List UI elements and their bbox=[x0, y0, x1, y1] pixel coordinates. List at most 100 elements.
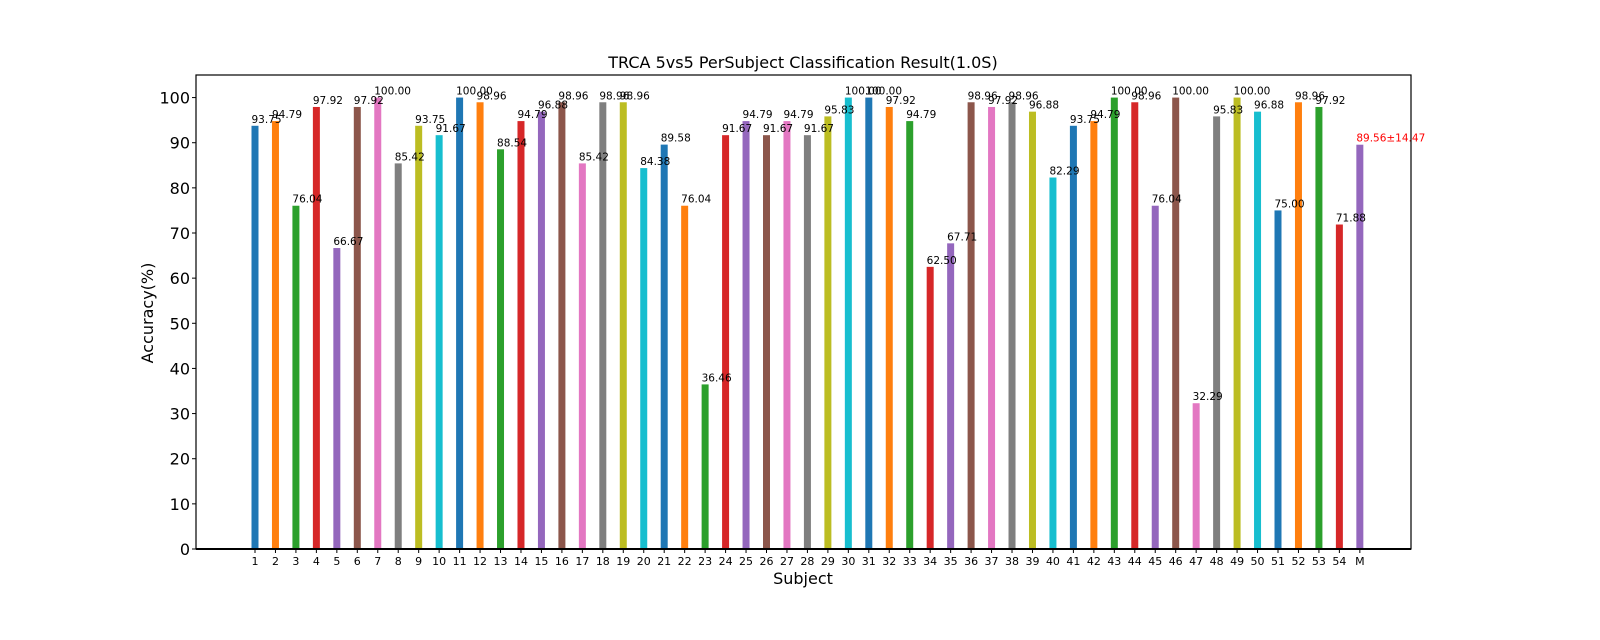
data-label-35: 67.71 bbox=[947, 231, 977, 243]
x-tick-label: 48 bbox=[1210, 555, 1224, 568]
bar-32 bbox=[885, 106, 893, 549]
bar-20 bbox=[640, 168, 648, 549]
x-tick-label: 33 bbox=[903, 555, 917, 568]
bar-47 bbox=[1192, 403, 1200, 549]
bar-7 bbox=[374, 97, 382, 550]
bar-11 bbox=[456, 97, 464, 550]
y-tick-label: 100 bbox=[159, 89, 190, 108]
bar-29 bbox=[824, 116, 832, 550]
plot-frame bbox=[195, 74, 1412, 550]
x-tick-label: 24 bbox=[719, 555, 733, 568]
data-label-5: 66.67 bbox=[333, 236, 363, 248]
bar-1 bbox=[251, 125, 259, 550]
bar-15 bbox=[537, 111, 545, 549]
bar-34 bbox=[926, 266, 934, 549]
x-tick-label: 4 bbox=[313, 555, 320, 568]
data-label-37: 97.92 bbox=[988, 95, 1018, 107]
bar-16 bbox=[558, 102, 566, 549]
x-axis-label: Subject bbox=[773, 569, 833, 588]
data-label-4: 97.92 bbox=[313, 95, 343, 107]
x-tick-label: 43 bbox=[1107, 555, 1121, 568]
bar-49 bbox=[1233, 97, 1241, 550]
data-label-7: 100.00 bbox=[374, 86, 411, 98]
bar-54 bbox=[1335, 224, 1343, 550]
data-label-52: 98.96 bbox=[1295, 90, 1325, 102]
data-label-43: 100.00 bbox=[1111, 86, 1148, 98]
data-label-49: 100.00 bbox=[1234, 86, 1271, 98]
data-label-24: 91.67 bbox=[722, 123, 752, 135]
data-label-53: 97.92 bbox=[1315, 95, 1345, 107]
bar-26 bbox=[763, 135, 770, 550]
x-tick-label: 14 bbox=[514, 555, 528, 568]
bar-9 bbox=[415, 125, 423, 550]
x-tick-label: 21 bbox=[657, 555, 671, 568]
data-label-41: 93.75 bbox=[1070, 114, 1100, 126]
x-tick-label: 6 bbox=[354, 555, 361, 568]
bar-53 bbox=[1315, 106, 1323, 549]
data-label-8: 85.42 bbox=[395, 151, 425, 163]
bar-42 bbox=[1090, 121, 1098, 550]
x-tick-label: 9 bbox=[415, 555, 422, 568]
x-tick-label: 19 bbox=[616, 555, 630, 568]
data-label-46: 100.00 bbox=[1172, 86, 1209, 98]
x-tick-label: 5 bbox=[333, 555, 340, 568]
data-label-19: 98.96 bbox=[620, 90, 650, 102]
data-label-51: 75.00 bbox=[1275, 198, 1305, 210]
x-tick-label: 31 bbox=[862, 555, 876, 568]
bar-52 bbox=[1294, 102, 1302, 549]
bar-39 bbox=[1028, 111, 1036, 549]
x-tick-label: 45 bbox=[1148, 555, 1162, 568]
x-tick-label: 30 bbox=[841, 555, 855, 568]
x-tick-label: 7 bbox=[374, 555, 381, 568]
x-tick-label: 15 bbox=[534, 555, 548, 568]
bar-8 bbox=[394, 163, 402, 549]
bar-28 bbox=[803, 135, 811, 550]
data-labels-group: 93.7594.7976.0497.9266.6797.92100.0085.4… bbox=[252, 86, 1426, 404]
bar-41 bbox=[1069, 125, 1077, 550]
bar-36 bbox=[967, 102, 975, 549]
bar-37 bbox=[988, 106, 996, 549]
bar-19 bbox=[619, 102, 627, 549]
data-label-23: 36.46 bbox=[702, 372, 732, 384]
x-tick-label: 12 bbox=[473, 555, 487, 568]
x-tick-label: 2 bbox=[272, 555, 279, 568]
y-tick-label: 30 bbox=[170, 405, 190, 424]
x-tick-label: 40 bbox=[1046, 555, 1060, 568]
bar-45 bbox=[1151, 205, 1159, 550]
bar-21 bbox=[660, 144, 668, 549]
data-label-33: 94.79 bbox=[906, 109, 936, 121]
x-tick-label: 47 bbox=[1189, 555, 1203, 568]
x-tick-label: 23 bbox=[698, 555, 712, 568]
data-label-32: 97.92 bbox=[886, 95, 916, 107]
y-axis-label: Accuracy(%) bbox=[138, 263, 157, 364]
data-label-14: 94.79 bbox=[517, 109, 547, 121]
x-tick-label: 8 bbox=[395, 555, 402, 568]
data-label-10: 91.67 bbox=[436, 123, 466, 135]
bar-38 bbox=[1008, 102, 1016, 549]
data-label-28: 91.67 bbox=[804, 123, 834, 135]
x-tick-label: 17 bbox=[575, 555, 589, 568]
data-label-1: 93.75 bbox=[252, 114, 282, 126]
data-label-11: 100.00 bbox=[456, 86, 493, 98]
data-label-17: 85.42 bbox=[579, 151, 609, 163]
data-label-27: 94.79 bbox=[783, 109, 813, 121]
x-tick-label: 54 bbox=[1332, 555, 1346, 568]
x-tick-label: 37 bbox=[985, 555, 999, 568]
y-axis: 0 10 20 30 40 50 60 70 80 90 100 bbox=[159, 89, 196, 559]
x-tick-label: 46 bbox=[1169, 555, 1183, 568]
x-tick-label: 1 bbox=[252, 555, 259, 568]
x-tick-label: 11 bbox=[453, 555, 467, 568]
chart-title: TRCA 5vs5 PerSubject Classification Resu… bbox=[607, 53, 997, 72]
x-tick-label: 26 bbox=[760, 555, 774, 568]
y-tick-label: 50 bbox=[170, 314, 190, 333]
bar-33 bbox=[906, 121, 914, 550]
data-label-50: 96.88 bbox=[1254, 100, 1284, 112]
y-tick-label: 80 bbox=[170, 179, 190, 198]
x-tick-label: M bbox=[1355, 555, 1365, 568]
x-tick-label: 41 bbox=[1066, 555, 1080, 568]
y-tick-label: 10 bbox=[170, 495, 190, 514]
x-tick-label: 28 bbox=[800, 555, 814, 568]
data-label-15: 96.88 bbox=[538, 100, 568, 112]
x-tick-label: 25 bbox=[739, 555, 753, 568]
